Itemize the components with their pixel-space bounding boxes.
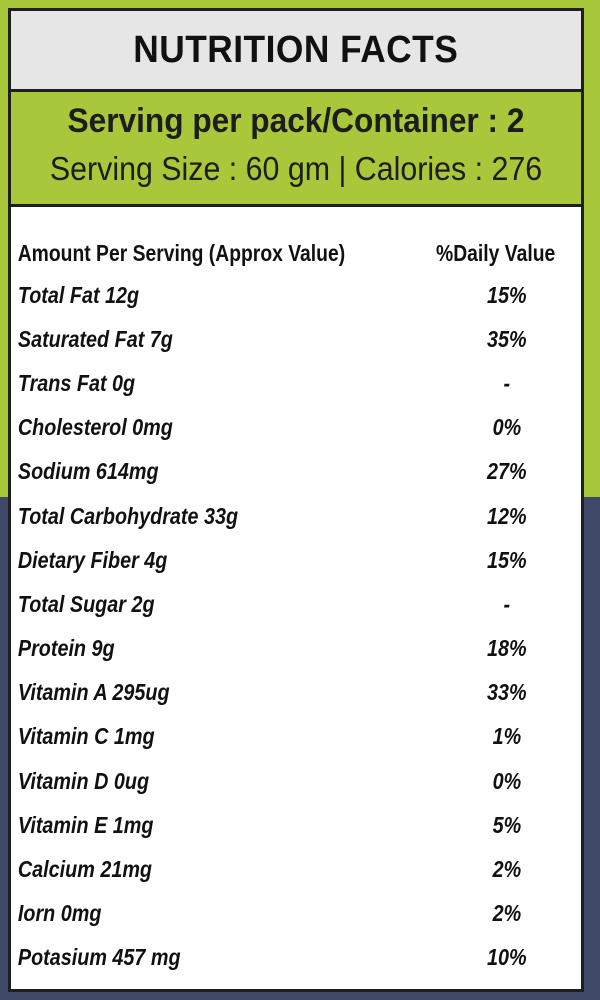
daily-value: - bbox=[503, 590, 511, 617]
nutrient-name: Cholesterol 0mg bbox=[17, 414, 173, 441]
table-row: Total Sugar 2g - bbox=[11, 582, 581, 626]
daily-value: - bbox=[503, 369, 511, 396]
serving-size-calories: Serving Size : 60 gm | Calories : 276 bbox=[49, 150, 543, 187]
daily-value: 15% bbox=[487, 546, 527, 573]
nutrient-name: Vitamin E 1mg bbox=[17, 811, 154, 838]
nutrient-name: Trans Fat 0g bbox=[17, 369, 136, 396]
table-row: Calcium 21mg 2% bbox=[11, 847, 581, 891]
nutrient-name: Total Sugar 2g bbox=[17, 590, 155, 617]
serving-info: Serving per pack/Container : 2 Serving S… bbox=[11, 92, 581, 207]
nutrient-name: Potasium 457 mg bbox=[17, 944, 181, 971]
table-row: Dietary Fiber 4g 15% bbox=[11, 538, 581, 582]
label-title: NUTRITION FACTS bbox=[133, 28, 459, 71]
table-row: Vitamin E 1mg 5% bbox=[11, 803, 581, 847]
daily-value: 12% bbox=[487, 502, 527, 529]
title-bar: NUTRITION FACTS bbox=[11, 11, 581, 92]
nutrient-name: Total Carbohydrate 33g bbox=[17, 502, 239, 529]
table-header: Amount Per Serving (Approx Value) %Daily… bbox=[11, 233, 581, 273]
table-row: Total Carbohydrate 33g 12% bbox=[11, 494, 581, 538]
nutrient-name: Calcium 21mg bbox=[17, 856, 152, 883]
daily-value: 1% bbox=[492, 723, 522, 750]
nutrient-name: Vitamin D 0ug bbox=[17, 767, 150, 794]
header-daily-value: %Daily Value bbox=[436, 239, 556, 266]
table-row: Trans Fat 0g - bbox=[11, 361, 581, 405]
nutrient-table: Amount Per Serving (Approx Value) %Daily… bbox=[11, 233, 581, 980]
table-row: Vitamin C 1mg 1% bbox=[11, 715, 581, 759]
nutrient-name: Iorn 0mg bbox=[17, 900, 102, 927]
daily-value: 0% bbox=[492, 414, 522, 441]
daily-value: 2% bbox=[492, 900, 522, 927]
table-row: Vitamin A 295ug 33% bbox=[11, 671, 581, 715]
table-row: Protein 9g 18% bbox=[11, 627, 581, 671]
daily-value: 18% bbox=[487, 635, 527, 662]
table-row: Total Fat 12g 15% bbox=[11, 273, 581, 317]
nutrient-name: Protein 9g bbox=[17, 635, 115, 662]
table-row: Potasium 457 mg 10% bbox=[11, 936, 581, 980]
servings-per-container: Serving per pack/Container : 2 bbox=[67, 102, 525, 140]
nutrient-name: Saturated Fat 7g bbox=[17, 325, 173, 352]
nutrient-name: Total Fat 12g bbox=[17, 281, 140, 308]
nutrient-name: Sodium 614mg bbox=[17, 458, 159, 485]
nutrient-name: Vitamin C 1mg bbox=[17, 723, 155, 750]
table-row: Saturated Fat 7g 35% bbox=[11, 317, 581, 361]
daily-value: 35% bbox=[487, 325, 527, 352]
daily-value: 33% bbox=[487, 679, 527, 706]
nutrient-name: Vitamin A 295ug bbox=[17, 679, 170, 706]
table-row: Iorn 0mg 2% bbox=[11, 892, 581, 936]
table-row: Cholesterol 0mg 0% bbox=[11, 406, 581, 450]
daily-value: 10% bbox=[487, 944, 527, 971]
nutrient-name: Dietary Fiber 4g bbox=[17, 546, 168, 573]
table-row: Vitamin D 0ug 0% bbox=[11, 759, 581, 803]
daily-value: 0% bbox=[492, 767, 522, 794]
header-amount: Amount Per Serving (Approx Value) bbox=[17, 239, 346, 266]
daily-value: 2% bbox=[492, 856, 522, 883]
daily-value: 27% bbox=[487, 458, 527, 485]
daily-value: 5% bbox=[492, 811, 522, 838]
table-row: Sodium 614mg 27% bbox=[11, 450, 581, 494]
daily-value: 15% bbox=[487, 281, 527, 308]
nutrition-label: NUTRITION FACTS Serving per pack/Contain… bbox=[8, 8, 584, 992]
